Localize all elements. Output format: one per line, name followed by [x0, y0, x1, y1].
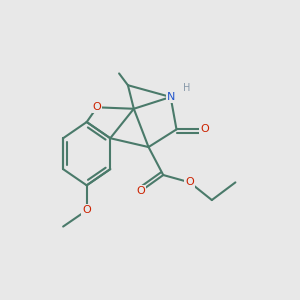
Text: O: O: [200, 124, 209, 134]
Text: O: O: [93, 102, 101, 112]
Text: O: O: [185, 177, 194, 188]
Text: O: O: [136, 186, 145, 196]
Text: O: O: [82, 206, 91, 215]
Text: H: H: [183, 83, 190, 93]
Text: N: N: [167, 92, 175, 102]
